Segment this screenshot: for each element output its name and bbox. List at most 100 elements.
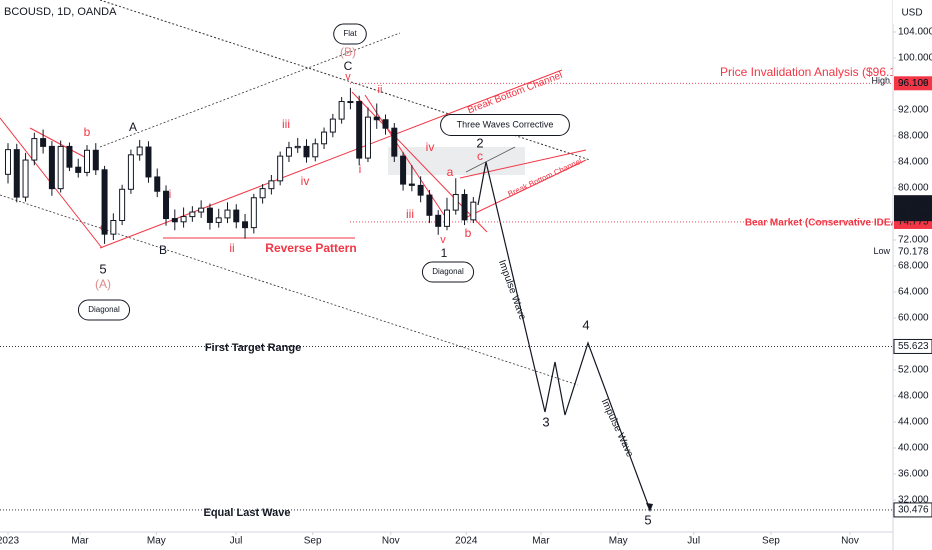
x-tick-label: Jul xyxy=(687,536,700,547)
candle-body xyxy=(127,154,134,190)
candle-body xyxy=(461,193,468,221)
annotation: C xyxy=(344,59,353,73)
annotation: Diagonal xyxy=(88,305,120,314)
candle-body xyxy=(180,216,187,223)
candle-body xyxy=(277,155,284,182)
candle-body xyxy=(22,159,29,198)
candle-body xyxy=(13,149,20,198)
annotation: 4 xyxy=(582,317,589,332)
candle-body xyxy=(4,149,11,175)
annotation: B xyxy=(159,243,167,257)
candle-body xyxy=(364,116,371,159)
y-tick-label: 68.000 xyxy=(898,261,929,272)
candle-body xyxy=(321,131,328,145)
x-tick-label: Jul xyxy=(230,536,243,547)
candle-body xyxy=(268,180,275,190)
candle-body xyxy=(206,207,213,223)
annotation: iii xyxy=(282,117,290,131)
candle-body xyxy=(189,211,196,218)
annotation: First Target Range xyxy=(205,342,301,354)
x-tick-label: Sep xyxy=(762,536,780,547)
annotation: i xyxy=(169,187,172,201)
x-tick-label: Sep xyxy=(304,536,322,547)
candle-body xyxy=(119,188,126,221)
annotation: Equal Last Wave xyxy=(203,507,290,519)
candle-body xyxy=(417,184,424,196)
candle-body xyxy=(75,166,82,173)
candle-body xyxy=(373,116,380,121)
y-tick-label: 92.000 xyxy=(898,105,929,116)
candle-body xyxy=(294,145,301,149)
candle-body xyxy=(48,145,55,190)
x-tick-label: Mar xyxy=(532,536,550,547)
last-price-box xyxy=(894,195,932,222)
y-tick-label: 88.000 xyxy=(898,131,929,142)
annotation: Flat xyxy=(343,29,357,38)
y-tick-label: 40.000 xyxy=(898,443,929,454)
candle-body xyxy=(110,219,117,235)
candle-body xyxy=(233,209,240,223)
annotation: iii xyxy=(406,207,414,221)
annotation: 5 xyxy=(644,512,651,527)
x-tick-label: 2024 xyxy=(455,536,478,547)
high-value: 96.109 xyxy=(898,78,929,89)
price-label-box xyxy=(894,76,932,91)
x-tick-label: May xyxy=(609,536,628,547)
candle-body xyxy=(408,183,415,186)
countdown: 09:15:00 xyxy=(897,209,932,219)
y-tick-label: 60.000 xyxy=(898,313,929,324)
annotation-box xyxy=(440,114,570,136)
annotation: c xyxy=(477,149,483,163)
candle-body xyxy=(92,149,99,171)
annotation: Diagonal xyxy=(432,267,464,276)
candle-body xyxy=(452,193,459,211)
annotation: 2 xyxy=(476,135,483,150)
candle-body xyxy=(347,101,354,104)
candle-body xyxy=(285,147,292,157)
projection-path xyxy=(477,161,651,511)
y-tick-label: 84.000 xyxy=(898,157,929,168)
candle-body xyxy=(57,145,64,190)
annotation: Bear Market (Conservative IDEA) xyxy=(745,218,901,229)
y-tick-label: 48.000 xyxy=(898,391,929,402)
candle-body xyxy=(329,118,336,133)
x-tick-label: Nov xyxy=(841,536,859,547)
zone xyxy=(388,147,525,175)
candle-body xyxy=(40,138,47,147)
candle-body xyxy=(136,146,143,156)
x-tick-label: Mar xyxy=(71,536,89,547)
trend-line xyxy=(465,146,516,173)
currency-box xyxy=(893,0,932,24)
channel-line xyxy=(29,127,91,161)
candle-body xyxy=(391,127,398,157)
annotation: a xyxy=(447,165,454,179)
y-tick-label: 104.000 xyxy=(898,27,932,38)
trend-line xyxy=(99,32,401,148)
candle-body xyxy=(66,145,73,168)
price-axis xyxy=(893,0,932,550)
x-tick-label: 2023 xyxy=(0,536,20,547)
y-tick-label: 100.000 xyxy=(898,53,932,64)
annotation: A xyxy=(129,120,137,134)
y-tick-label: 44.000 xyxy=(898,417,929,428)
price-label: 55.623 xyxy=(898,341,929,352)
y-tick-label: 80.000 xyxy=(898,183,929,194)
candle-body xyxy=(443,209,450,227)
annotation: iv xyxy=(426,140,435,154)
price-label-box xyxy=(893,338,932,354)
arrow-head xyxy=(646,503,653,512)
candle-body xyxy=(400,155,407,185)
price-label: 96.106 xyxy=(898,78,929,89)
channel-line xyxy=(459,149,587,179)
candle-body xyxy=(224,209,231,219)
price-label: 74.775 xyxy=(898,217,929,228)
annotation: b xyxy=(84,125,91,139)
candle-body xyxy=(435,214,442,227)
low-value: 70.178 xyxy=(898,246,929,257)
y-tick-label: 64.000 xyxy=(898,287,929,298)
annotation: i xyxy=(359,162,362,176)
trend-line xyxy=(0,194,579,386)
annotation: Price Invalidation Analysis ($96.1 xyxy=(720,65,896,79)
last-price: 77.819 xyxy=(898,197,929,208)
annotation: (A) xyxy=(95,277,111,291)
